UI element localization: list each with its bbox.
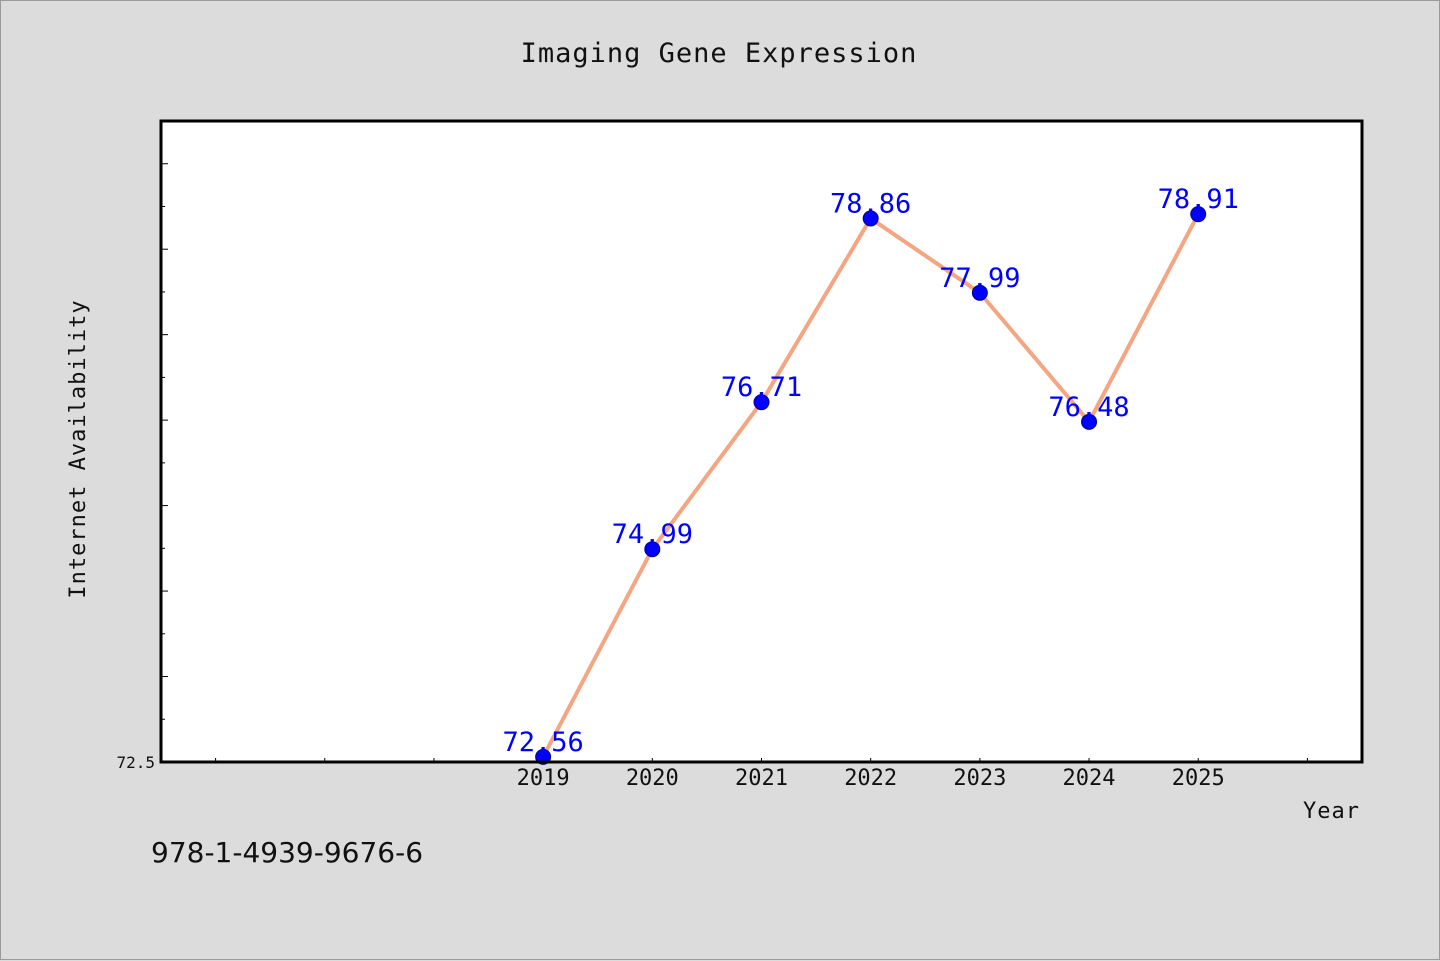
x-tick-label: 2024	[1063, 766, 1116, 791]
data-label: 78.86	[830, 188, 911, 219]
data-point	[753, 394, 770, 411]
data-label: 78.91	[1158, 184, 1239, 215]
x-tick-label: 2022	[844, 766, 897, 791]
plot-area	[161, 121, 1362, 762]
y-tick-label: 72.5	[116, 753, 155, 772]
data-label: 76.71	[721, 372, 802, 403]
data-label: 76.48	[1048, 392, 1129, 423]
x-axis-ticks: 2019 2020 2021 2022 2023 2024 2025	[215, 758, 1308, 791]
x-axis-label: Year	[1303, 799, 1360, 824]
data-point	[971, 284, 988, 301]
data-label: 74.99	[612, 519, 693, 550]
x-tick-label: 2025	[1172, 766, 1225, 791]
data-point	[644, 541, 661, 558]
data-label: 72.56	[502, 727, 583, 758]
data-labels: 72.56 74.99 76.71 78.86 77.99 76.48 78.91	[502, 184, 1238, 758]
data-point	[1081, 413, 1098, 430]
isbn-text: 978-1-4939-9676-6	[151, 836, 424, 869]
x-tick-label: 2021	[735, 766, 788, 791]
x-tick-label: 2023	[953, 766, 1006, 791]
x-tick-label: 2019	[517, 766, 570, 791]
plot-frame	[159, 119, 1364, 764]
data-point	[862, 210, 879, 227]
data-label: 77.99	[939, 263, 1020, 294]
chart-title: Imaging Gene Expression	[521, 38, 918, 69]
x-tick-label: 2020	[626, 766, 679, 791]
data-point	[1190, 206, 1207, 223]
y-axis-label: Internet Availability	[66, 299, 91, 598]
